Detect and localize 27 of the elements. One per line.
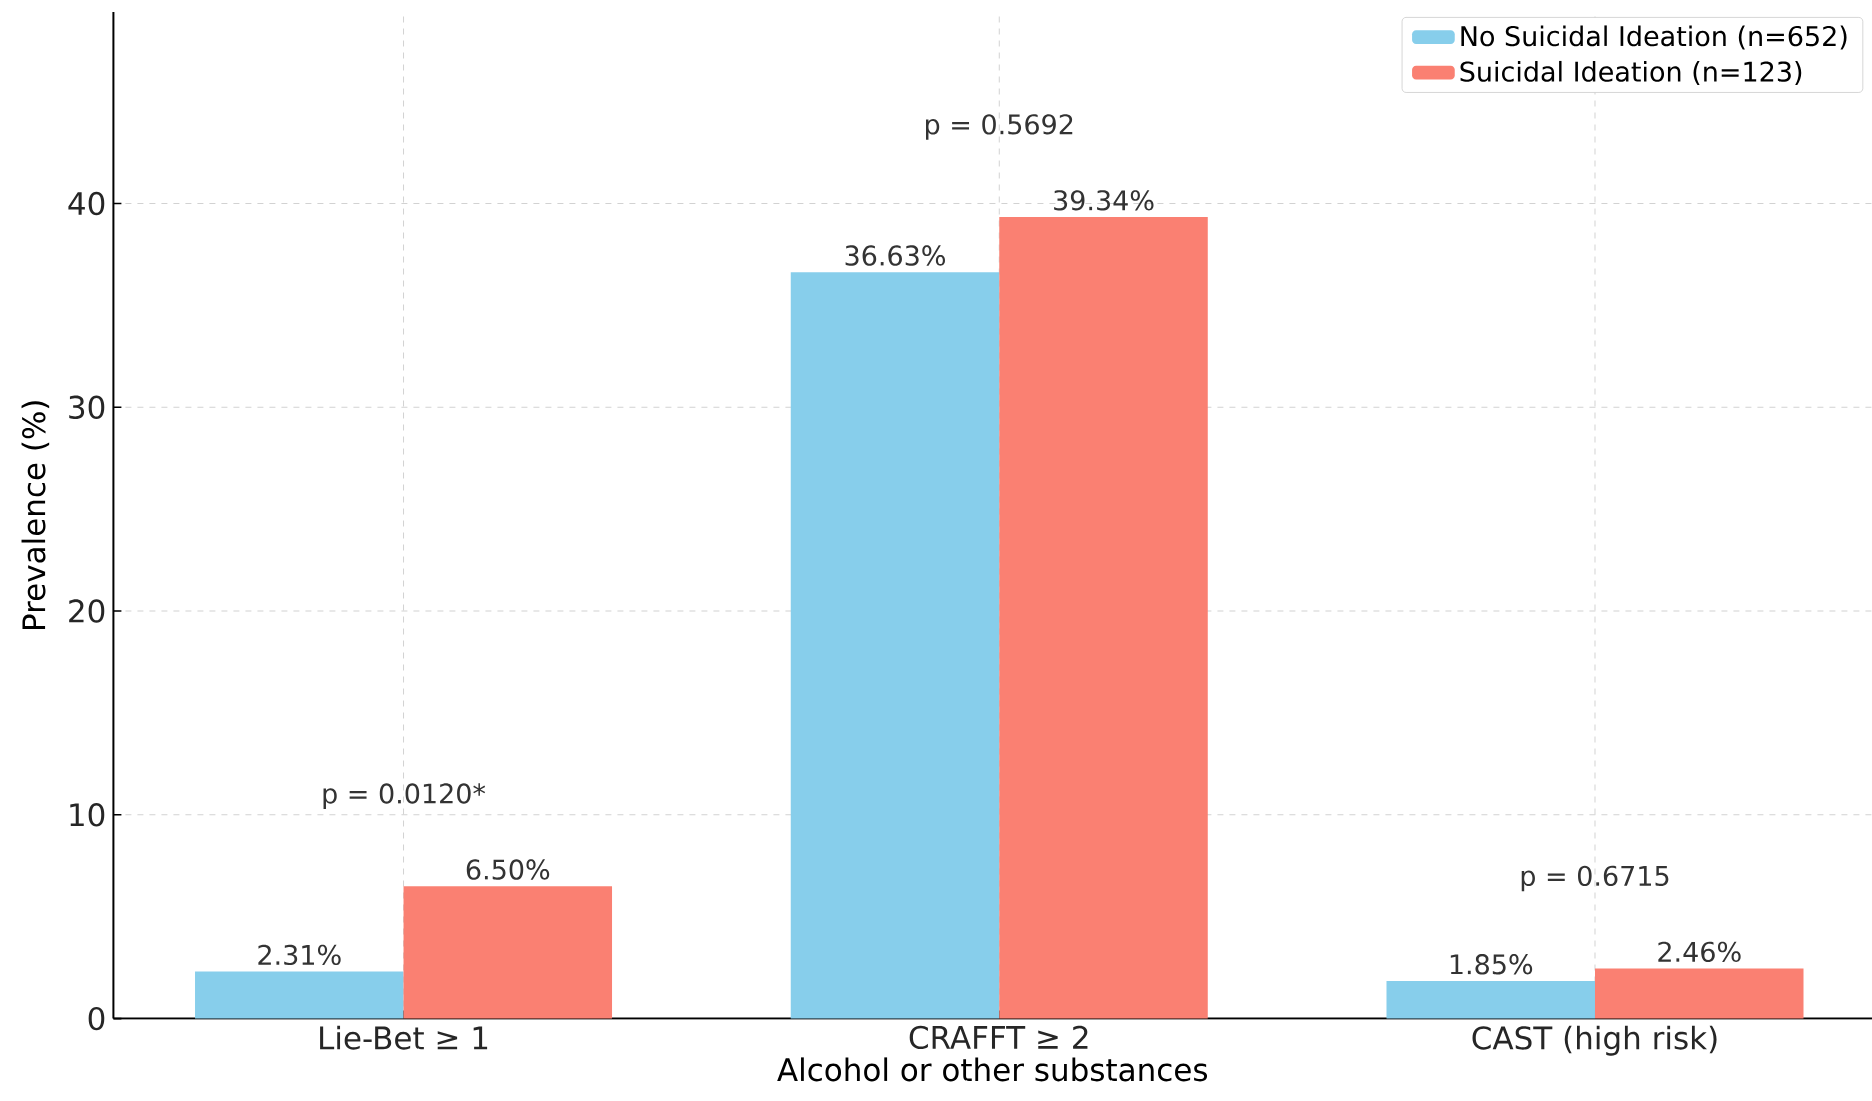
bar — [1595, 968, 1804, 1019]
y-tick-label: 40 — [68, 191, 105, 216]
data-label: 2.31% — [258, 944, 341, 966]
bar — [403, 886, 613, 1019]
data-label: 6.50% — [466, 859, 550, 880]
bar — [195, 971, 404, 1019]
x-axis-title: Alcohol or other substances — [777, 1057, 1208, 1082]
bar — [999, 216, 1208, 1019]
y-tick-label: 10 — [70, 803, 105, 827]
bar — [790, 272, 1000, 1019]
data-label: 2.46% — [1658, 941, 1741, 963]
x-tick-label: Lie-Bet ≥ 1 — [320, 1025, 488, 1050]
data-label: 39.34% — [1054, 190, 1154, 211]
x-tick-label: CAST (high risk) — [1472, 1025, 1717, 1056]
legend-label: Suicidal Ideation (n=123) — [1460, 60, 1802, 86]
y-tick-label: 20 — [69, 599, 105, 623]
y-tick-label: 0 — [88, 1006, 105, 1031]
data-label: 36.63% — [845, 245, 945, 266]
legend-label: No Suicidal Ideation (n=652) — [1461, 25, 1847, 50]
annotation: p = 0.6715 — [1521, 865, 1669, 892]
bar — [1386, 980, 1595, 1019]
data-label: 1.85% — [1450, 954, 1533, 975]
y-tick-label: 30 — [69, 395, 105, 420]
y-axis-title: Prevalence (%) — [21, 401, 50, 630]
annotation: p = 0.5692 — [926, 114, 1073, 140]
annotation: p = 0.0120* — [323, 783, 486, 809]
x-tick-label: CRAFFT ≥ 2 — [909, 1025, 1088, 1050]
